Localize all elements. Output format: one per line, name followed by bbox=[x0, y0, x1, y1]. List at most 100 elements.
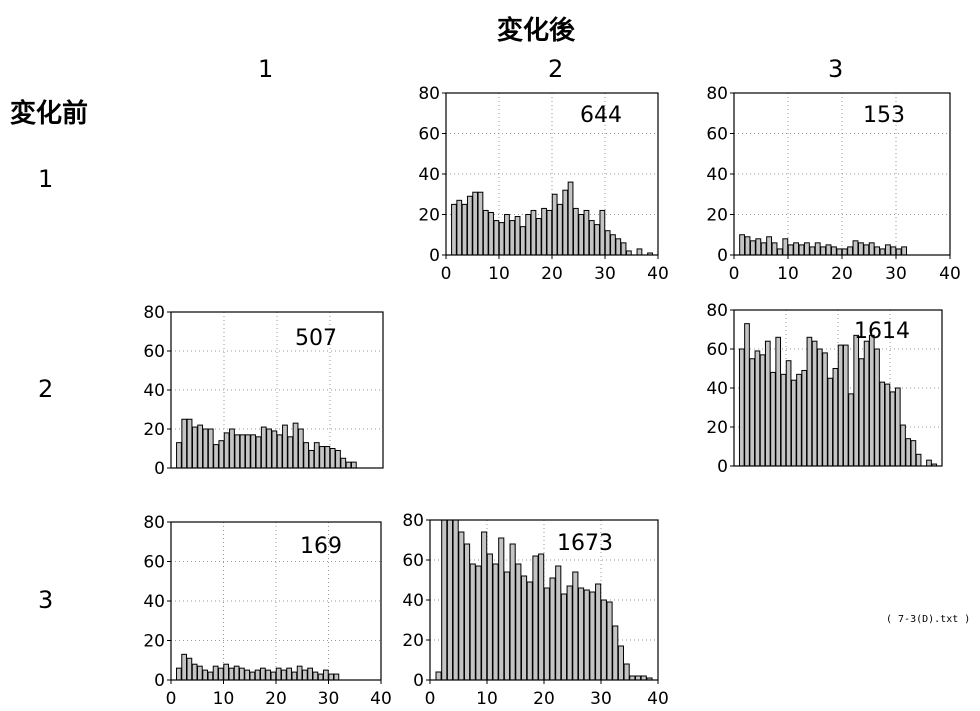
histogram-bar bbox=[260, 426, 267, 469]
histogram-bar bbox=[852, 240, 859, 256]
title-after: 変化後 bbox=[497, 16, 576, 46]
y-tick-label: 40 bbox=[143, 381, 165, 401]
histogram-bar bbox=[926, 459, 932, 467]
histogram-bar bbox=[218, 667, 224, 681]
y-tick-label: 20 bbox=[706, 418, 728, 438]
histogram-bar bbox=[806, 336, 813, 467]
histogram-bar bbox=[583, 589, 590, 681]
histogram-bar bbox=[202, 428, 209, 469]
histogram-bar bbox=[303, 442, 310, 469]
histogram-bar bbox=[176, 667, 182, 681]
count-label: 1673 bbox=[557, 531, 613, 556]
histogram-1-2: 0 20 40 60 80 0 10 20 30 40 644 bbox=[418, 84, 668, 284]
histogram-bar bbox=[265, 669, 271, 681]
histogram-bar bbox=[481, 531, 488, 681]
count-label: 153 bbox=[863, 103, 905, 128]
y-tick-label: 60 bbox=[143, 553, 165, 573]
y-tick-label: 20 bbox=[143, 420, 165, 440]
histogram-bar bbox=[452, 519, 459, 681]
histogram-bar bbox=[186, 657, 193, 681]
histogram-bar bbox=[915, 453, 922, 467]
histogram-bar bbox=[775, 336, 782, 467]
y-tick-label: 80 bbox=[706, 301, 728, 321]
histogram-bar bbox=[498, 222, 505, 256]
histogram-bar bbox=[816, 348, 823, 467]
x-tick-label: 10 bbox=[488, 264, 510, 284]
histogram-bar bbox=[498, 537, 505, 681]
histogram-bar bbox=[340, 457, 347, 469]
histogram-bar bbox=[469, 563, 476, 681]
x-tick-label: 40 bbox=[647, 689, 669, 709]
count-label: 169 bbox=[300, 534, 342, 559]
histogram-bar bbox=[350, 461, 357, 469]
histogram-bar bbox=[345, 461, 352, 469]
y-tick-label: 0 bbox=[154, 671, 165, 691]
y-tick-label: 40 bbox=[143, 592, 165, 612]
histogram-bar bbox=[249, 671, 256, 681]
histogram-bar bbox=[291, 671, 298, 681]
histogram-bar bbox=[181, 418, 188, 469]
histogram-bar bbox=[566, 585, 573, 681]
histogram-bar bbox=[830, 246, 837, 256]
title-before: 変化前 bbox=[10, 99, 89, 129]
histogram-bar bbox=[515, 563, 522, 681]
histogram-bar bbox=[578, 214, 585, 256]
histogram-bar bbox=[446, 519, 454, 681]
y-tick-label: 80 bbox=[402, 511, 424, 531]
y-tick-label: 0 bbox=[413, 671, 424, 691]
histogram-bar bbox=[776, 248, 783, 256]
histogram-bar bbox=[814, 242, 821, 256]
x-tick-label: 30 bbox=[318, 689, 340, 709]
histogram-bar bbox=[610, 234, 616, 256]
histogram-bar bbox=[504, 214, 510, 256]
histogram-bar bbox=[847, 246, 854, 256]
count-label: 1614 bbox=[854, 319, 910, 344]
histogram-bar bbox=[514, 216, 521, 256]
histogram-bar bbox=[848, 393, 854, 467]
histogram-bar bbox=[760, 242, 767, 256]
histogram-bar bbox=[572, 571, 579, 681]
histogram-bar bbox=[472, 191, 479, 256]
x-tick-label: 40 bbox=[939, 264, 961, 284]
histogram-bar bbox=[282, 424, 288, 469]
histogram-bar bbox=[572, 207, 579, 256]
histogram-bar bbox=[254, 669, 261, 681]
histogram-bar bbox=[874, 348, 880, 467]
histogram-bar bbox=[482, 209, 489, 256]
histogram-bar bbox=[270, 671, 277, 681]
histogram-bar bbox=[526, 581, 533, 681]
histogram-bar bbox=[811, 340, 818, 467]
y-tick-label: 0 bbox=[717, 246, 728, 266]
histogram-bar bbox=[771, 242, 778, 256]
col-label-1: 1 bbox=[258, 55, 274, 83]
histogram-bar bbox=[202, 669, 208, 681]
x-tick-label: 20 bbox=[265, 689, 287, 709]
histogram-bar bbox=[884, 383, 891, 467]
histogram-1-3: 0 20 40 60 80 0 10 20 30 40 153 bbox=[706, 84, 961, 284]
histogram-bar bbox=[858, 358, 865, 467]
histogram-bar bbox=[191, 663, 198, 681]
histogram-bar bbox=[287, 436, 294, 469]
histogram-bar bbox=[229, 428, 235, 469]
histogram-bar bbox=[297, 428, 304, 469]
histogram-bar bbox=[790, 379, 797, 467]
histogram-bar bbox=[525, 214, 532, 256]
histogram-bar bbox=[766, 236, 773, 256]
histogram-bar bbox=[555, 565, 562, 681]
histogram-bar bbox=[890, 246, 897, 256]
y-tick-label: 60 bbox=[706, 125, 728, 145]
histogram-bar bbox=[233, 665, 240, 681]
x-tick-label: 0 bbox=[441, 264, 452, 284]
histogram-bar bbox=[739, 234, 746, 256]
histogram-bar bbox=[557, 203, 563, 256]
histogram-bar bbox=[328, 673, 334, 681]
histogram-bar bbox=[787, 244, 794, 256]
x-tick-label: 10 bbox=[213, 689, 235, 709]
x-tick-label: 30 bbox=[594, 264, 616, 284]
histogram-bar bbox=[577, 587, 585, 681]
histogram-bar bbox=[234, 434, 241, 469]
histogram-bar bbox=[770, 371, 776, 467]
histogram-bar bbox=[276, 434, 283, 469]
histogram-bar bbox=[868, 242, 875, 256]
histogram-bar bbox=[456, 199, 463, 256]
